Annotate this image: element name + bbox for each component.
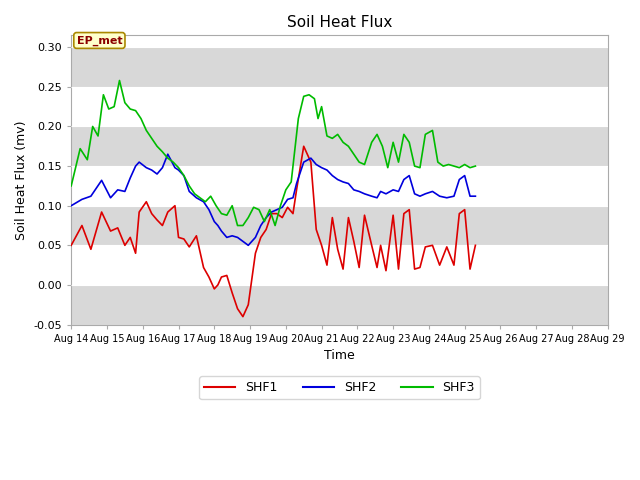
Y-axis label: Soil Heat Flux (mv): Soil Heat Flux (mv)	[15, 120, 28, 240]
Bar	[71, 285, 608, 324]
Bar	[71, 206, 608, 245]
Bar	[71, 47, 608, 87]
Title: Soil Heat Flux: Soil Heat Flux	[287, 15, 392, 30]
Bar	[71, 126, 608, 166]
Legend: SHF1, SHF2, SHF3: SHF1, SHF2, SHF3	[199, 376, 480, 399]
Text: EP_met: EP_met	[77, 36, 122, 46]
X-axis label: Time: Time	[324, 349, 355, 362]
